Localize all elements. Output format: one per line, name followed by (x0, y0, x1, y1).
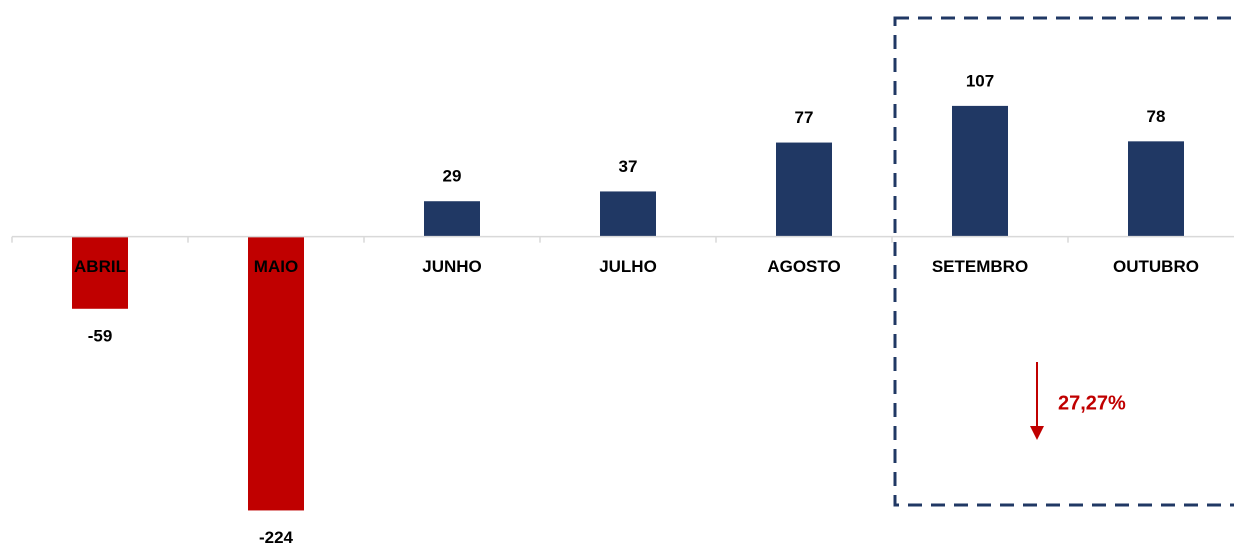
bar (1128, 141, 1184, 237)
arrow-head (1030, 426, 1044, 440)
x-tick-label: JULHO (599, 257, 657, 276)
bar (776, 142, 832, 237)
bar (72, 236, 128, 309)
bar (600, 191, 656, 237)
x-tick-label: SETEMBRO (932, 257, 1028, 276)
x-tick-label: OUTUBRO (1113, 257, 1199, 276)
x-tick-label: JUNHO (422, 257, 482, 276)
value-label: -224 (259, 528, 294, 546)
highlight-box (893, 16, 1234, 507)
bar (248, 236, 304, 511)
x-tick-label: AGOSTO (767, 257, 840, 276)
value-label: 77 (795, 108, 814, 127)
value-label: 107 (966, 71, 994, 90)
bar (424, 201, 480, 237)
bar (952, 105, 1008, 237)
x-tick-label: ABRIL (74, 257, 126, 276)
annotation: 27,27% (1058, 392, 1126, 414)
value-label: 78 (1147, 107, 1166, 126)
value-label: -59 (88, 326, 113, 345)
value-label: 29 (443, 167, 462, 186)
x-tick-label: MAIO (254, 257, 298, 276)
value-label: 37 (619, 157, 638, 176)
